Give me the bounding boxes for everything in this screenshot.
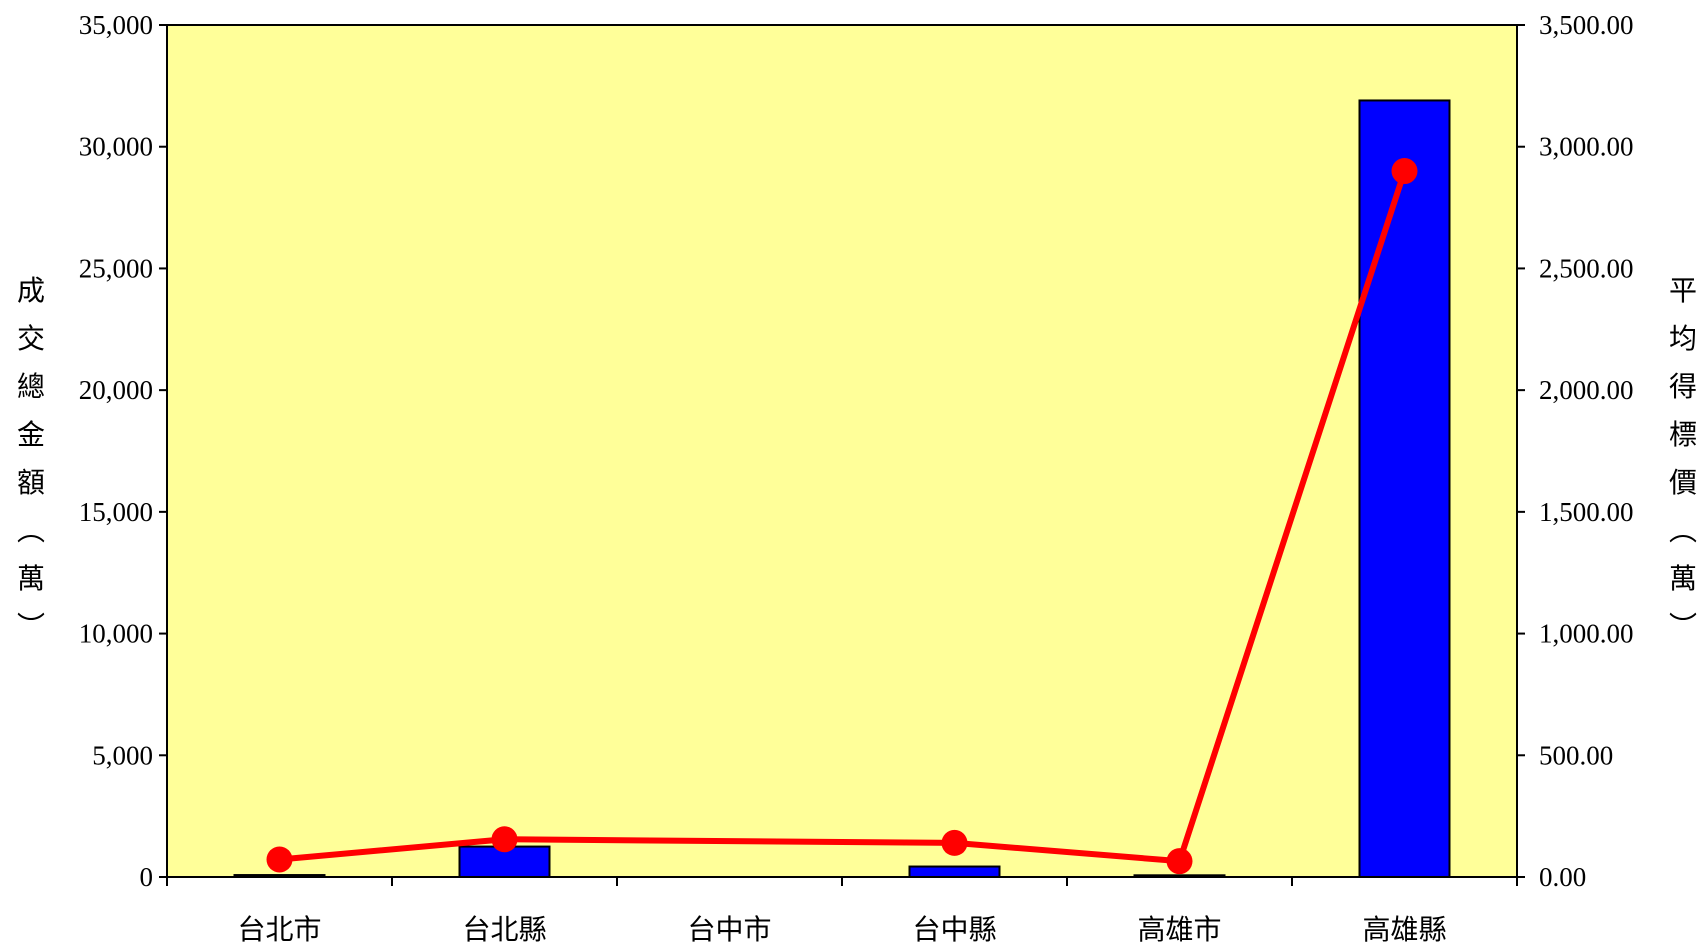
category-label: 台北縣 bbox=[462, 913, 546, 946]
right-tick-label: 2,000.00 bbox=[1539, 375, 1634, 405]
category-label: 台中市 bbox=[687, 913, 771, 946]
line-point-台北縣 bbox=[491, 826, 518, 853]
right-tick-label: 3,000.00 bbox=[1539, 132, 1634, 162]
left-tick-label: 35,000 bbox=[79, 10, 153, 40]
category-label: 高雄縣 bbox=[1362, 913, 1446, 946]
line-point-台北市 bbox=[266, 846, 293, 873]
right-tick-label: 2,500.00 bbox=[1539, 253, 1634, 283]
bar-series bbox=[233, 99, 1451, 879]
bar-高雄縣 bbox=[1358, 99, 1451, 879]
left-y-axis: 0 5,000 10,000 15,000 20,000 25,000 30,000 35,0… bbox=[79, 10, 167, 892]
right-tick-label: 500.00 bbox=[1539, 740, 1613, 770]
line-series bbox=[266, 158, 1418, 875]
right-tick-label: 1,500.00 bbox=[1539, 497, 1634, 527]
left-tick-label: 25,000 bbox=[79, 253, 153, 283]
bar-台中縣 bbox=[908, 865, 1001, 879]
left-tick-label: 10,000 bbox=[79, 619, 153, 649]
right-y-axis: 0.00 500.00 1,000.00 1,500.00 2,000.00 2,500.… bbox=[1517, 10, 1634, 892]
line-point-高雄市 bbox=[1166, 848, 1193, 875]
left-tick-label: 0 bbox=[140, 862, 154, 892]
x-axis: 台北市 台北縣 台中市 台中縣 高雄市 高雄縣 bbox=[166, 877, 1518, 946]
line-point-高雄縣 bbox=[1391, 158, 1418, 185]
right-tick-label: 0.00 bbox=[1539, 862, 1586, 892]
plot-area bbox=[166, 24, 1518, 878]
left-tick-label: 15,000 bbox=[79, 497, 153, 527]
category-label: 台中縣 bbox=[912, 913, 996, 946]
right-tick-label: 3,500.00 bbox=[1539, 10, 1634, 40]
right-axis-title: 平均得標價︵萬︶ bbox=[1669, 274, 1697, 643]
category-label: 台北市 bbox=[237, 913, 321, 946]
left-tick-label: 30,000 bbox=[79, 132, 153, 162]
left-tick-label: 20,000 bbox=[79, 375, 153, 405]
line-point-台中縣 bbox=[941, 829, 968, 856]
category-label: 高雄市 bbox=[1137, 913, 1221, 946]
bar-台北市 bbox=[233, 874, 326, 878]
right-tick-label: 1,000.00 bbox=[1539, 619, 1634, 649]
left-tick-label: 5,000 bbox=[92, 740, 153, 770]
bar-高雄市 bbox=[1133, 874, 1226, 879]
left-axis-title: 成交總金額︵萬︶ bbox=[17, 274, 45, 643]
